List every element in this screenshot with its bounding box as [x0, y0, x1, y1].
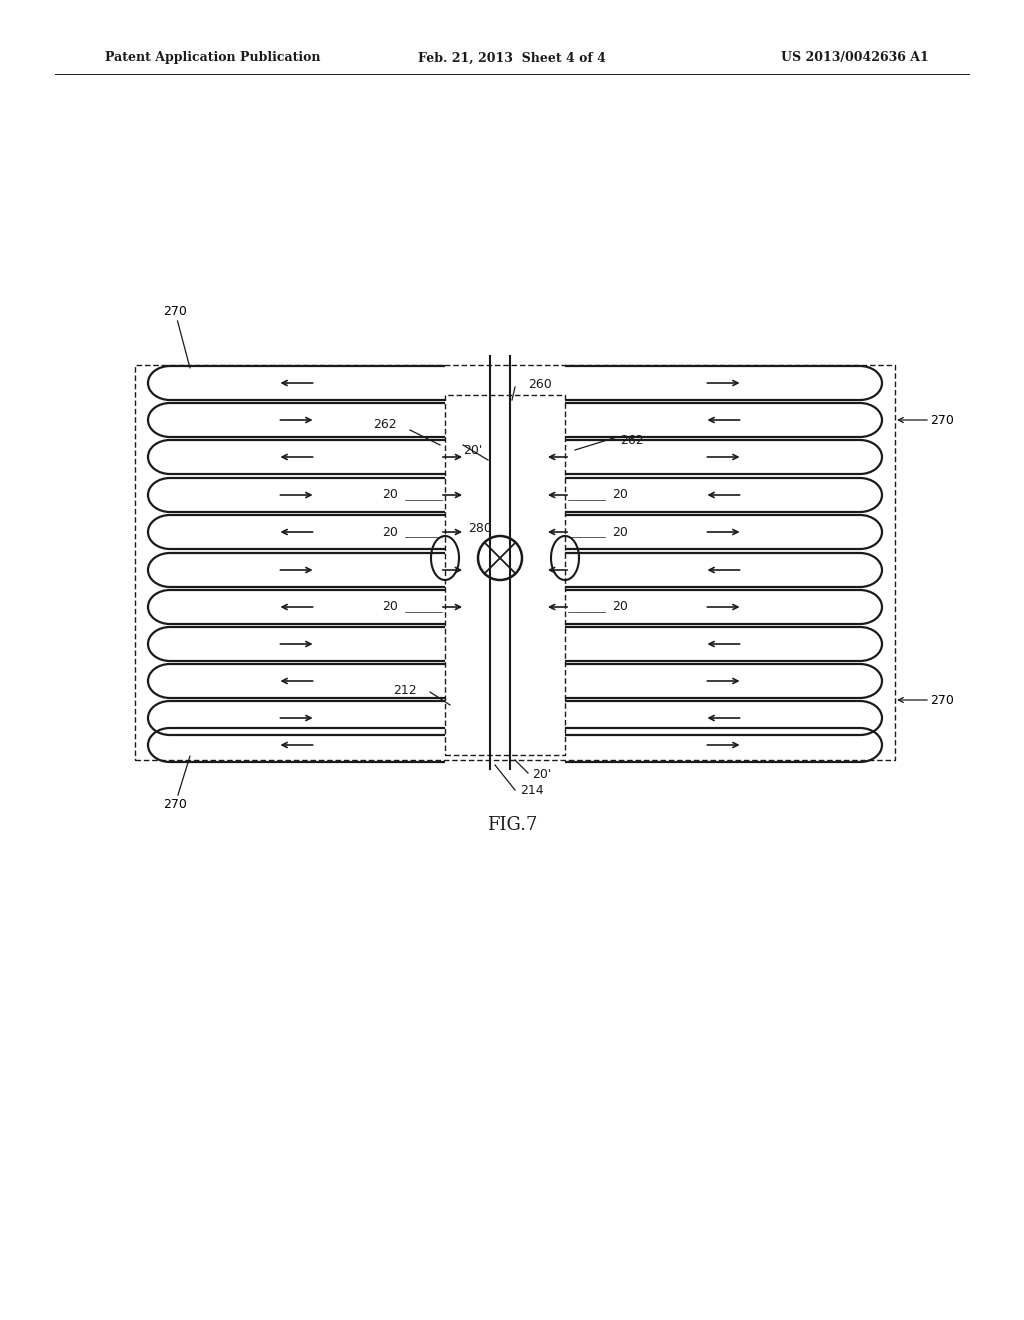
Text: 20: 20: [382, 525, 398, 539]
Text: 262: 262: [620, 433, 644, 446]
Text: 20': 20': [463, 444, 482, 457]
Text: 262: 262: [373, 418, 397, 432]
Text: 270: 270: [898, 413, 954, 426]
Text: 270: 270: [898, 693, 954, 706]
Text: Patent Application Publication: Patent Application Publication: [105, 51, 321, 65]
Text: 260: 260: [528, 379, 552, 392]
Text: 20: 20: [382, 601, 398, 614]
Text: 280: 280: [468, 521, 492, 535]
Text: Feb. 21, 2013  Sheet 4 of 4: Feb. 21, 2013 Sheet 4 of 4: [418, 51, 606, 65]
Text: 20: 20: [612, 601, 628, 614]
Text: 20: 20: [612, 525, 628, 539]
Text: 214: 214: [520, 784, 544, 796]
Text: 20: 20: [382, 488, 398, 502]
Text: 212: 212: [393, 684, 417, 697]
Bar: [135, 366, 895, 760]
Text: 20': 20': [532, 768, 551, 781]
Text: US 2013/0042636 A1: US 2013/0042636 A1: [781, 51, 929, 65]
Bar: [445, 395, 565, 755]
Text: 20: 20: [612, 488, 628, 502]
Text: FIG.7: FIG.7: [486, 816, 538, 834]
Text: 270: 270: [163, 756, 190, 810]
Text: 270: 270: [163, 305, 190, 368]
